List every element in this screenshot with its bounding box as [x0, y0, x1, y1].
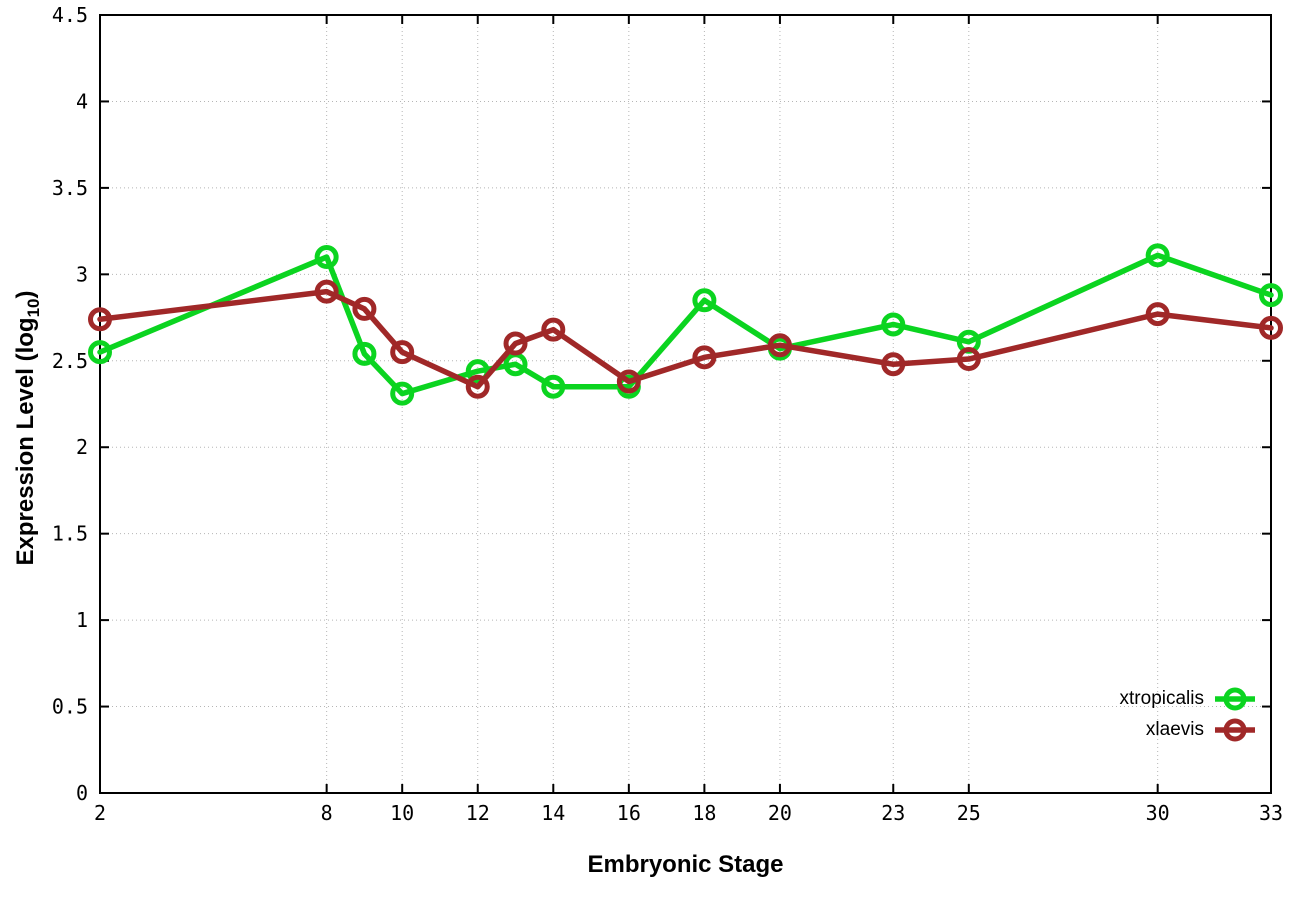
data-point-xtropicalis: [88, 340, 112, 365]
x-tick-label: 30: [1146, 801, 1170, 825]
data-point-xtropicalis: [465, 359, 490, 384]
legend-sample-xlaevis: [1215, 718, 1255, 742]
data-point-xlaevis: [1259, 315, 1283, 340]
data-point-xtropicalis: [541, 374, 566, 399]
legend-label-xlaevis: xlaevis: [1145, 719, 1204, 740]
legend-sample-circle-icon: [1223, 718, 1247, 742]
legend-sample-circle-icon: [1223, 687, 1247, 711]
x-tick-label: 20: [768, 801, 792, 825]
x-tick-label: 25: [957, 801, 981, 825]
data-point-xlaevis: [503, 331, 528, 356]
legend: xtropicalis xlaevis: [1120, 686, 1257, 743]
y-axis-title: Expression Level (log10): [12, 290, 43, 566]
y-tick-label: 3: [76, 262, 88, 286]
data-point-xtropicalis: [1145, 243, 1170, 268]
data-point-xlaevis: [352, 296, 377, 321]
data-point-xtropicalis: [390, 381, 415, 406]
series-line-xtropicalis: [97, 252, 1274, 397]
x-tick-label: 18: [692, 801, 716, 825]
y-tick-label: 0.5: [52, 695, 88, 719]
data-point-xlaevis: [767, 333, 792, 358]
y-tick-label: 1: [76, 608, 88, 632]
y-tick-label: 4: [76, 89, 88, 113]
legend-entry-xtropicalis: xtropicalis: [1120, 686, 1257, 712]
data-point-xlaevis: [956, 347, 981, 372]
y-tick-label: 1.5: [52, 522, 88, 546]
data-point-xlaevis: [88, 307, 112, 332]
data-point-xlaevis: [616, 369, 641, 394]
y-tick-label: 2.5: [52, 349, 88, 373]
y-tick-label: 4.5: [52, 3, 88, 27]
data-point-xtropicalis: [314, 245, 339, 270]
data-point-xlaevis: [390, 340, 415, 365]
legend-label-xtropicalis: xtropicalis: [1119, 688, 1204, 709]
y-axis-title-text: Expression Level (log: [12, 317, 39, 566]
data-point-xlaevis: [692, 345, 717, 370]
legend-entry-xlaevis: xlaevis: [1146, 717, 1257, 743]
x-tick-label: 14: [541, 801, 565, 825]
y-axis-title-subscript: 10: [24, 298, 43, 318]
data-point-xtropicalis: [1259, 283, 1283, 308]
data-point-xtropicalis: [692, 288, 717, 313]
data-point-xtropicalis: [881, 312, 906, 337]
y-tick-label: 3.5: [52, 176, 88, 200]
x-tick-label: 16: [617, 801, 641, 825]
y-tick-label: 0: [76, 781, 88, 805]
legend-sample-xtropicalis: [1215, 687, 1255, 711]
data-point-xlaevis: [1145, 302, 1170, 327]
x-tick-label: 12: [466, 801, 490, 825]
data-point-xlaevis: [881, 352, 906, 377]
plot-border: [99, 14, 1272, 794]
y-axis-title-suffix: ): [12, 290, 39, 299]
x-tick-label: 23: [881, 801, 905, 825]
x-tick-label: 8: [321, 801, 333, 825]
data-point-xlaevis: [465, 374, 490, 399]
series-line-xlaevis: [97, 288, 1274, 390]
x-tick-label: 10: [390, 801, 414, 825]
y-tick-label: 2: [76, 435, 88, 459]
x-tick-label: 2: [94, 801, 106, 825]
data-point-xtropicalis: [352, 341, 377, 366]
x-tick-label: 33: [1259, 801, 1283, 825]
x-axis-title: Embryonic Stage: [587, 851, 784, 878]
data-point-xlaevis: [314, 279, 339, 304]
data-point-xlaevis: [541, 317, 566, 342]
